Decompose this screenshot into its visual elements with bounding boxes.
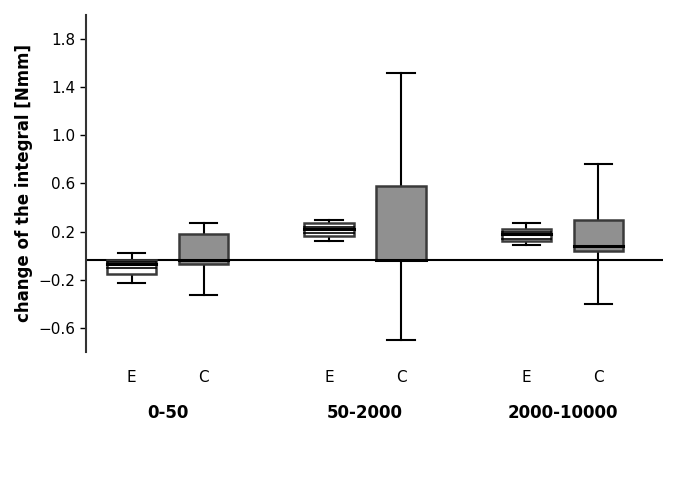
Text: 50-2000: 50-2000 [327, 404, 403, 422]
Text: E: E [127, 370, 136, 386]
Text: C: C [593, 370, 604, 386]
Text: C: C [199, 370, 209, 386]
Text: E: E [521, 370, 531, 386]
Text: E: E [324, 370, 334, 386]
Bar [574, 219, 623, 251]
Bar [107, 260, 156, 274]
Text: 2000-10000: 2000-10000 [507, 404, 618, 422]
Text: C: C [396, 370, 406, 386]
Text: 0-50: 0-50 [147, 404, 188, 422]
Bar [502, 229, 551, 241]
Bar [304, 223, 354, 236]
Bar [179, 234, 228, 264]
Bar [376, 186, 426, 260]
Y-axis label: change of the integral [Nmm]: change of the integral [Nmm] [15, 44, 33, 322]
